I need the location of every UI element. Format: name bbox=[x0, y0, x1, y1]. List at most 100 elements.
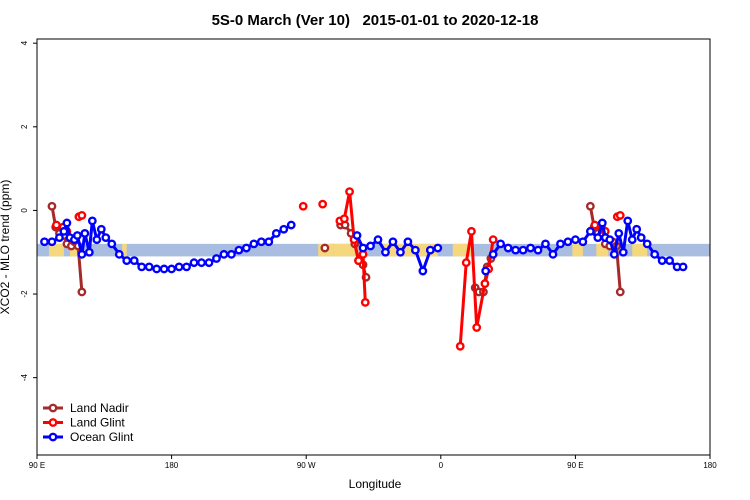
y-axis-label: XCO2 - MLO trend (ppm) bbox=[0, 180, 12, 315]
data-point bbox=[167, 264, 177, 274]
data-point bbox=[189, 258, 199, 268]
data-point bbox=[92, 235, 102, 245]
data-point bbox=[403, 237, 413, 247]
data-point bbox=[578, 237, 588, 247]
data-point bbox=[241, 243, 251, 253]
data-point bbox=[503, 243, 513, 253]
data-point bbox=[488, 249, 498, 259]
data-point bbox=[354, 256, 363, 265]
data-point bbox=[373, 235, 383, 245]
data-point bbox=[84, 247, 94, 257]
data-point bbox=[114, 249, 124, 259]
data-point bbox=[585, 226, 595, 236]
data-point bbox=[256, 237, 266, 247]
data-point bbox=[159, 264, 169, 274]
data-point bbox=[227, 249, 236, 259]
data-point bbox=[72, 231, 82, 240]
data-point bbox=[279, 224, 289, 234]
data-point bbox=[585, 201, 595, 211]
data-point bbox=[249, 239, 259, 249]
data-point bbox=[623, 216, 633, 226]
x-tick-label: 180 bbox=[165, 461, 179, 470]
data-point bbox=[40, 237, 49, 247]
data-point bbox=[396, 247, 405, 257]
data-point bbox=[55, 233, 64, 242]
legend-marker bbox=[48, 418, 58, 427]
data-point bbox=[590, 220, 600, 230]
axis-ticks: 90 E 180 90 W 0 90 E 180 -4 -2 0 2 4 bbox=[20, 40, 717, 470]
data-point bbox=[533, 245, 543, 255]
data-point bbox=[204, 258, 214, 268]
data-point bbox=[388, 237, 398, 247]
data-point bbox=[418, 266, 428, 276]
data-point bbox=[511, 245, 520, 255]
land-band bbox=[122, 243, 127, 257]
data-point bbox=[219, 249, 229, 259]
y-tick-label: 4 bbox=[20, 40, 29, 45]
data-point bbox=[122, 256, 132, 265]
land-band bbox=[572, 243, 583, 257]
data-point bbox=[541, 239, 550, 249]
data-point bbox=[264, 237, 274, 247]
data-point bbox=[615, 211, 625, 220]
data-point bbox=[614, 229, 624, 238]
data-point bbox=[455, 341, 465, 351]
data-point bbox=[352, 231, 362, 240]
data-point bbox=[101, 233, 111, 242]
plot-frame bbox=[36, 38, 711, 456]
legend-label: Land Glint bbox=[70, 416, 125, 430]
data-point bbox=[144, 262, 154, 272]
data-point bbox=[197, 258, 206, 268]
data-point bbox=[47, 237, 57, 247]
land-band bbox=[632, 243, 648, 257]
data-point bbox=[571, 235, 580, 245]
data-point bbox=[642, 239, 652, 249]
legend-label: Land Nadir bbox=[70, 401, 129, 415]
data-point bbox=[47, 201, 57, 211]
data-point bbox=[52, 220, 61, 230]
x-tick-label: 180 bbox=[703, 461, 717, 470]
legend-label: Ocean Glint bbox=[70, 430, 134, 444]
data-point bbox=[657, 256, 667, 265]
data-point bbox=[605, 235, 615, 245]
data-point bbox=[358, 243, 368, 253]
data-point bbox=[678, 262, 688, 272]
y-tick-label: 2 bbox=[20, 124, 29, 129]
data-point bbox=[286, 220, 296, 230]
data-point bbox=[472, 323, 482, 332]
data-point bbox=[152, 264, 162, 274]
data-point bbox=[461, 258, 471, 268]
data-point bbox=[563, 237, 573, 247]
land-band bbox=[452, 243, 468, 257]
data-point bbox=[548, 249, 558, 259]
data-point bbox=[87, 216, 97, 226]
data-point bbox=[298, 201, 308, 211]
x-tick-label: 90 W bbox=[297, 461, 316, 470]
data-point bbox=[80, 229, 90, 238]
data-point bbox=[618, 247, 628, 257]
data-point bbox=[234, 245, 244, 255]
data-point bbox=[77, 249, 87, 259]
data-point bbox=[636, 233, 646, 242]
land-band bbox=[69, 243, 79, 257]
data-point bbox=[433, 243, 443, 253]
series-ocean-glint bbox=[40, 216, 688, 276]
data-point bbox=[488, 235, 498, 245]
data-point bbox=[174, 262, 184, 272]
legend-marker bbox=[48, 432, 58, 442]
data-point bbox=[345, 187, 354, 197]
land-band bbox=[48, 243, 64, 257]
data-point bbox=[425, 245, 435, 255]
data-point bbox=[182, 262, 191, 272]
data-point bbox=[339, 214, 349, 224]
data-point bbox=[650, 249, 660, 259]
data-point bbox=[609, 249, 619, 259]
data-point bbox=[129, 256, 139, 265]
data-point bbox=[137, 262, 147, 272]
data-point bbox=[271, 229, 281, 238]
data-point bbox=[410, 245, 420, 255]
data-point bbox=[107, 239, 117, 249]
data-point bbox=[467, 226, 476, 236]
data-point bbox=[62, 218, 72, 228]
